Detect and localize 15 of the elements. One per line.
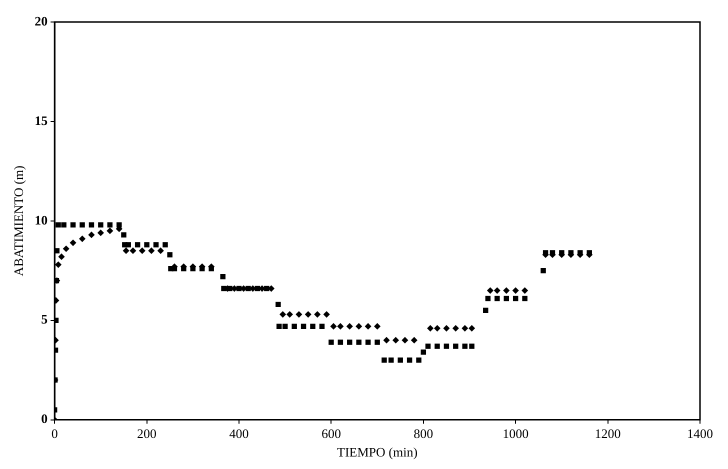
y-tick-label: 0 — [41, 411, 48, 426]
x-tick-label: 0 — [51, 426, 58, 442]
x-tick-label: 200 — [137, 426, 157, 442]
y-axis-title: ABATIMIENTO (m) — [11, 166, 26, 276]
x-tick-label: 1000 — [502, 426, 529, 442]
y-tick-label: 15 — [34, 112, 48, 128]
x-axis-title: TIEMPO (min) — [337, 444, 418, 460]
x-tick-label: 800 — [414, 426, 434, 442]
y-tick-label: 20 — [34, 13, 48, 28]
y-tick-label: 10 — [34, 212, 48, 228]
x-tick-label: 400 — [229, 426, 249, 442]
x-tick-label: 1200 — [594, 426, 621, 442]
x-tick-label: 1400 — [687, 426, 713, 442]
x-tick-label: 600 — [321, 426, 341, 442]
y-tick-label: 5 — [41, 312, 48, 327]
